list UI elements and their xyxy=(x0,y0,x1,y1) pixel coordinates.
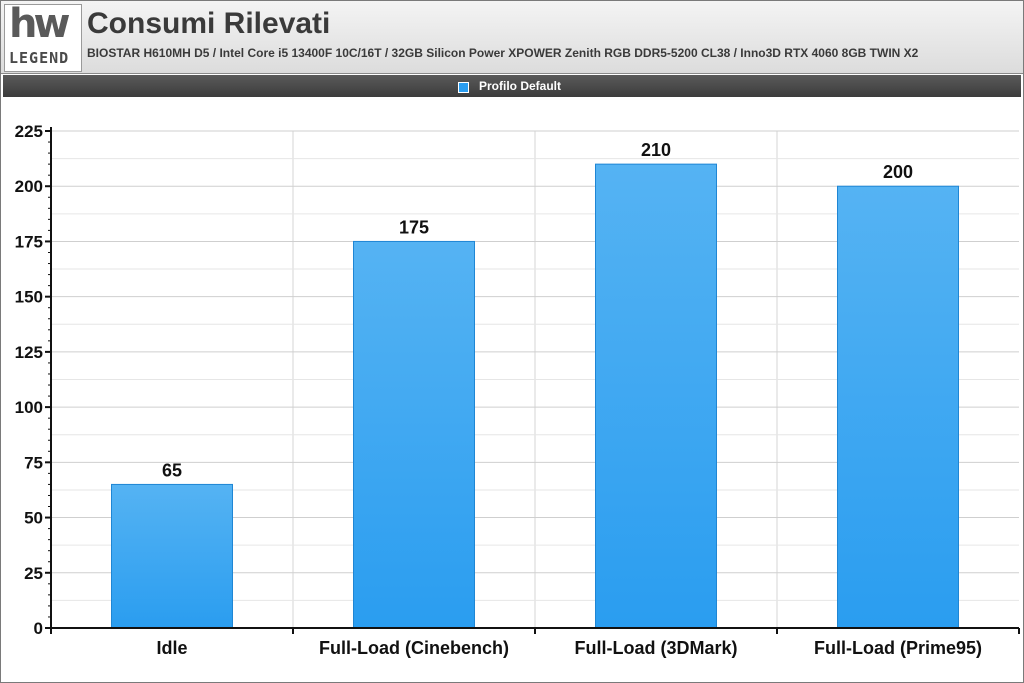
chart-subtitle: BIOSTAR H610MH D5 / Intel Core i5 13400F… xyxy=(87,46,919,60)
y-tick-label: 0 xyxy=(34,619,43,638)
bar xyxy=(595,163,717,629)
x-tick-label: Full-Load (Prime95) xyxy=(814,638,982,658)
y-tick-label: 125 xyxy=(15,343,43,362)
bar xyxy=(353,240,475,629)
legend-label: Profilo Default xyxy=(479,79,562,93)
logo-wordmark: LEGEND xyxy=(9,49,70,67)
bar-chart: 65 175 210 200 0 25 50 75 100 125 150 175 200 225 Idle… xyxy=(15,122,1020,658)
y-tick-label: 175 xyxy=(15,232,43,251)
logo-mark: hw xyxy=(9,1,70,47)
x-tick-label: Idle xyxy=(156,638,187,658)
y-tick-label: 25 xyxy=(24,564,43,583)
y-tick-label: 150 xyxy=(15,288,43,307)
y-tick-label: 75 xyxy=(24,453,43,472)
data-label: 200 xyxy=(883,162,913,182)
y-tick-label: 50 xyxy=(24,509,43,528)
chart-title: Consumi Rilevati xyxy=(87,7,331,40)
data-label: 175 xyxy=(399,217,429,237)
y-tick-label: 225 xyxy=(15,122,43,141)
chart-header: hw LEGEND Consumi Rilevati BIOSTAR H610M… xyxy=(1,1,1023,74)
x-tick-label: Full-Load (Cinebench) xyxy=(319,638,509,658)
data-label: 65 xyxy=(162,460,182,480)
legend-swatch xyxy=(458,82,469,93)
bar xyxy=(837,185,959,629)
y-tick-label: 200 xyxy=(15,177,43,196)
data-label: 210 xyxy=(641,140,671,160)
y-tick-label: 100 xyxy=(15,398,43,417)
bar xyxy=(111,483,233,629)
x-tick-label: Full-Load (3DMark) xyxy=(574,638,737,658)
hwlegend-logo: hw LEGEND xyxy=(4,1,82,72)
legend: Profilo Default xyxy=(3,75,1021,97)
